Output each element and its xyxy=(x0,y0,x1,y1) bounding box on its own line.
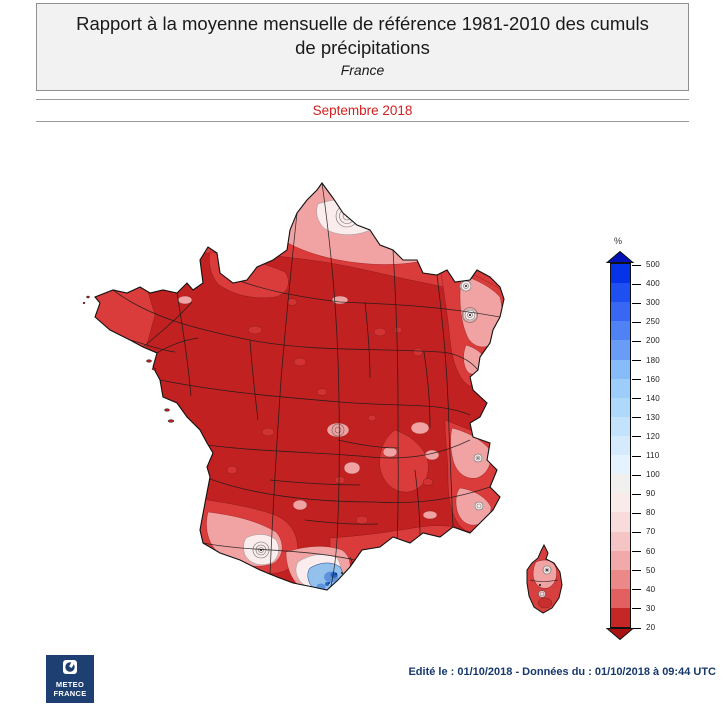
legend-tick-label: 250 xyxy=(646,317,660,327)
title-box: Rapport à la moyenne mensuelle de référe… xyxy=(36,3,689,91)
legend-segment xyxy=(610,455,630,475)
legend-arrow-up-icon xyxy=(605,250,635,263)
legend-tick-line xyxy=(632,360,641,362)
legend-unit-label: % xyxy=(614,236,623,246)
legend-segment xyxy=(610,607,630,628)
legend-tick-line xyxy=(632,340,641,342)
legend-segment xyxy=(610,321,630,341)
legend-tick-line xyxy=(632,627,641,629)
france-coastline xyxy=(94,182,505,591)
legend-segment xyxy=(610,302,630,322)
meteo-france-logo-icon xyxy=(63,660,77,674)
legend-segment xyxy=(610,397,630,417)
legend-tick-line xyxy=(632,455,641,457)
legend-tick-label: 120 xyxy=(646,431,660,441)
legend-segment xyxy=(610,416,630,436)
divider-top xyxy=(36,99,689,100)
map-fill-layers xyxy=(95,183,504,590)
legend-segment xyxy=(610,493,630,513)
legend-segment xyxy=(610,474,630,494)
legend-tick-label: 140 xyxy=(646,393,660,403)
legend-tick-line xyxy=(632,436,641,438)
legend-tick-line xyxy=(632,589,641,591)
issued-text: Edité le : 01/10/2018 - Données du : 01/… xyxy=(408,666,716,678)
legend-tick-line xyxy=(632,531,641,533)
legend-arrow-down-icon xyxy=(605,628,635,641)
legend-tick-line xyxy=(632,608,641,610)
legend-segment xyxy=(610,531,630,551)
legend-ticks: 500 400 300 250 200 180 160 140 130 120 110 100 90 80… xyxy=(632,260,682,632)
legend-tick-label: 70 xyxy=(646,527,656,537)
legend-tick-label: 300 xyxy=(646,298,660,308)
meteo-france-logo-text: METEO FRANCE xyxy=(46,680,94,698)
legend-tick-line xyxy=(632,512,641,514)
legend-tick-label: 50 xyxy=(646,565,656,575)
legend-segment xyxy=(610,359,630,379)
legend-segment xyxy=(610,378,630,398)
legend-segment xyxy=(610,588,630,608)
legend-tick-line xyxy=(632,283,641,285)
legend-tick-line xyxy=(632,398,641,400)
legend-tick-label: 90 xyxy=(646,489,656,499)
legend-tick-line xyxy=(632,570,641,572)
legend-tick-line xyxy=(632,417,641,419)
legend-tick-line xyxy=(632,493,641,495)
legend-segment xyxy=(610,569,630,589)
legend-tick-label: 80 xyxy=(646,508,656,518)
legend-segment xyxy=(610,435,630,456)
legend-tick-label: 400 xyxy=(646,279,660,289)
legend-tick-label: 160 xyxy=(646,374,660,384)
legend-segment xyxy=(610,512,630,532)
legend-tick-label: 30 xyxy=(646,603,656,613)
legend-tick-label: 110 xyxy=(646,451,660,461)
report-region: France xyxy=(340,62,385,78)
legend-tick-label: 40 xyxy=(646,584,656,594)
islands xyxy=(82,295,175,423)
report-period: Septembre 2018 xyxy=(312,103,413,118)
corsica-coastline xyxy=(526,543,563,614)
legend-tick-line xyxy=(632,551,641,553)
report-title-line1: Rapport à la moyenne mensuelle de référe… xyxy=(76,13,649,34)
legend-tick-label: 200 xyxy=(646,336,660,346)
legend-tick-line xyxy=(632,474,641,476)
meteo-france-logo: METEO FRANCE xyxy=(46,655,94,703)
legend-tick-label: 180 xyxy=(646,355,660,365)
legend-tick-line xyxy=(632,379,641,381)
legend-tick-line xyxy=(632,302,641,304)
logo-line-2: FRANCE xyxy=(53,689,87,698)
legend-segment xyxy=(610,264,630,284)
legend-segment xyxy=(610,283,630,303)
legend-bar xyxy=(609,263,631,628)
legend-tick-label: 60 xyxy=(646,546,656,556)
legend-tick-label: 130 xyxy=(646,412,660,422)
report-title-line2: de précipitations xyxy=(295,37,430,58)
logo-line-1: METEO xyxy=(55,680,85,689)
color-scale-legend: % 500 400 300 250 200 180 160 140 130 120 110 100 90… xyxy=(605,236,684,651)
legend-segment xyxy=(610,340,630,360)
legend-tick-label: 20 xyxy=(646,623,656,632)
france-map xyxy=(82,182,563,614)
legend-segment xyxy=(610,550,630,570)
legend-tick-line xyxy=(632,264,641,266)
divider-bottom xyxy=(36,121,689,122)
legend-tick-line xyxy=(632,321,641,323)
legend-tick-label: 100 xyxy=(646,470,660,480)
legend-tick-label: 500 xyxy=(646,260,660,269)
